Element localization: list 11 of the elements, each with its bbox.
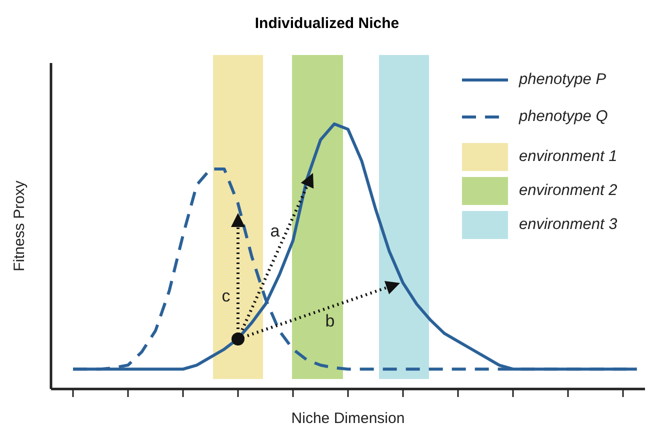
annotation: a [270, 221, 280, 240]
y-axis-title: Fitness Proxy [11, 180, 28, 272]
x-axis-title: Niche Dimension [291, 410, 405, 427]
legend-label: phenotype P [518, 71, 607, 88]
annotation: environment 2 [519, 182, 618, 200]
annotation: environment 3 [519, 216, 618, 234]
annotation: environment 1 [519, 148, 618, 166]
chart-title: Individualized Niche [254, 15, 400, 32]
annotation: c [222, 286, 231, 306]
legend-label: phenotype Q [518, 108, 608, 126]
annotation: b [325, 311, 335, 330]
